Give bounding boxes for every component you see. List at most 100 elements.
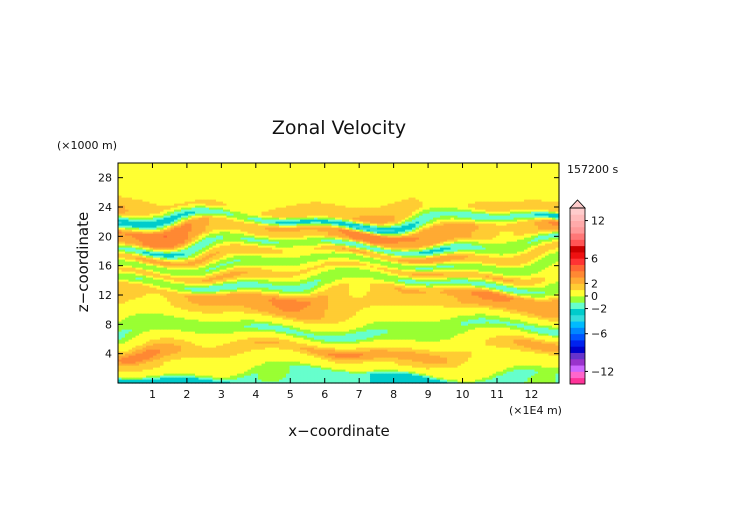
- heatmap-cell: [464, 361, 469, 364]
- heatmap-cell: [426, 357, 431, 360]
- heatmap-cell: [405, 339, 410, 342]
- heatmap-cell: [482, 363, 487, 366]
- heatmap-cell: [457, 365, 462, 368]
- heatmap-cell: [496, 337, 501, 340]
- heatmap-cell: [149, 379, 154, 382]
- heatmap-cell: [177, 361, 182, 364]
- heatmap-cell: [426, 375, 431, 378]
- heatmap-cell: [503, 313, 508, 316]
- heatmap-cell: [286, 307, 291, 310]
- heatmap-cell: [454, 313, 459, 316]
- heatmap-cell: [279, 313, 284, 316]
- heatmap-cell: [258, 341, 263, 344]
- heatmap-cell: [356, 339, 361, 342]
- heatmap-cell: [132, 359, 137, 362]
- heatmap-cell: [216, 357, 221, 360]
- heatmap-cell: [422, 333, 427, 336]
- heatmap-cell: [160, 351, 165, 354]
- heatmap-cell: [485, 341, 490, 344]
- heatmap-cell: [317, 337, 322, 340]
- heatmap-cell: [524, 353, 529, 356]
- heatmap-cell: [177, 337, 182, 340]
- heatmap-cell: [496, 311, 501, 314]
- heatmap-cell: [240, 311, 245, 314]
- heatmap-cell: [422, 349, 427, 352]
- heatmap-cell: [146, 317, 151, 320]
- heatmap-cell: [233, 305, 238, 308]
- heatmap-cell: [195, 305, 200, 308]
- heatmap-cell: [307, 313, 312, 316]
- heatmap-cell: [233, 359, 238, 362]
- heatmap-cell: [380, 339, 385, 342]
- heatmap-cell: [314, 303, 319, 306]
- heatmap-cell: [429, 331, 434, 334]
- heatmap-cell: [363, 355, 368, 358]
- heatmap-cell: [307, 361, 312, 364]
- heatmap-cell: [464, 323, 469, 326]
- heatmap-cell: [240, 347, 245, 350]
- heatmap-cell: [503, 357, 508, 360]
- heatmap-cell: [345, 369, 350, 372]
- heatmap-cell: [356, 311, 361, 314]
- heatmap-cell: [254, 305, 259, 308]
- heatmap-cell: [335, 379, 340, 382]
- heatmap-cell: [279, 331, 284, 334]
- heatmap-cell: [408, 311, 413, 314]
- heatmap-cell: [289, 361, 294, 364]
- heatmap-cell: [548, 369, 553, 372]
- heatmap-cell: [310, 335, 315, 338]
- heatmap-cell: [447, 369, 452, 372]
- heatmap-cell: [457, 371, 462, 374]
- heatmap-cell: [433, 325, 438, 328]
- heatmap-cell: [426, 353, 431, 356]
- heatmap-cell: [286, 381, 291, 384]
- heatmap-cell: [160, 313, 165, 316]
- heatmap-cell: [478, 307, 483, 310]
- heatmap-cell: [195, 321, 200, 324]
- heatmap-cell: [524, 327, 529, 330]
- heatmap-cell: [387, 317, 392, 320]
- heatmap-cell: [538, 377, 543, 380]
- heatmap-cell: [391, 375, 396, 378]
- heatmap-cell: [384, 329, 389, 332]
- heatmap-cell: [156, 303, 161, 306]
- heatmap-cell: [338, 319, 343, 322]
- heatmap-cell: [118, 357, 123, 360]
- heatmap-cell: [160, 327, 165, 330]
- heatmap-cell: [286, 335, 291, 338]
- heatmap-cell: [265, 379, 270, 382]
- heatmap-cell: [258, 377, 263, 380]
- heatmap-cell: [198, 349, 203, 352]
- heatmap-cell: [412, 381, 417, 384]
- heatmap-cell: [328, 305, 333, 308]
- heatmap-cell: [496, 369, 501, 372]
- heatmap-cell: [447, 305, 452, 308]
- heatmap-cell: [415, 347, 420, 350]
- heatmap-cell: [384, 347, 389, 350]
- heatmap-cell: [363, 353, 368, 356]
- heatmap-cell: [464, 319, 469, 322]
- heatmap-cell: [485, 325, 490, 328]
- heatmap-cell: [149, 329, 154, 332]
- heatmap-cell: [275, 355, 280, 358]
- heatmap-cell: [153, 375, 158, 378]
- heatmap-cell: [520, 359, 525, 362]
- heatmap-cell: [237, 367, 242, 370]
- heatmap-cell: [135, 363, 140, 366]
- heatmap-cell: [482, 337, 487, 340]
- heatmap-cell: [303, 323, 308, 326]
- heatmap-cell: [527, 313, 532, 316]
- heatmap-cell: [188, 357, 193, 360]
- heatmap-cell: [419, 311, 424, 314]
- heatmap-cell: [531, 373, 536, 376]
- heatmap-cell: [139, 311, 144, 314]
- heatmap-cell: [503, 349, 508, 352]
- heatmap-cell: [457, 333, 462, 336]
- heatmap-cell: [135, 355, 140, 358]
- heatmap-cell: [464, 381, 469, 384]
- heatmap-cell: [160, 379, 165, 382]
- heatmap-cell: [531, 345, 536, 348]
- heatmap-cell: [170, 337, 175, 340]
- heatmap-cell: [223, 373, 228, 376]
- heatmap-cell: [153, 343, 158, 346]
